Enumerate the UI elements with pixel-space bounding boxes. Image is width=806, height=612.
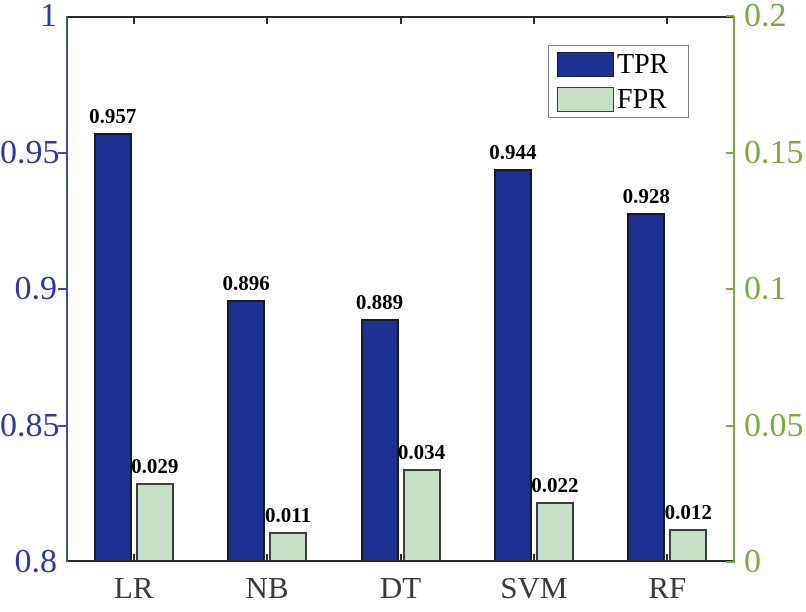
- tpr-legend-label: TPR: [617, 48, 669, 80]
- top-axis-tick-NB: [266, 16, 269, 24]
- tpr-value-label-RF: 0.928: [622, 183, 670, 208]
- x-tick-label-NB: NB: [245, 570, 289, 605]
- bottom-axis-tick-SVM: [532, 554, 535, 562]
- fpr-bar-SVM: [535, 501, 574, 562]
- left-ytick-label-0.95: 0.95: [0, 133, 60, 171]
- x-tick-label-SVM: SVM: [500, 570, 568, 605]
- left-axis-tick-0.9: [58, 288, 66, 290]
- x-tick-label-DT: DT: [379, 570, 422, 605]
- tpr-value-label-LR: 0.957: [89, 104, 137, 129]
- legend-entry-tpr: TPR: [549, 48, 688, 81]
- right-ytick-label-0.1: 0.1: [744, 270, 787, 307]
- tpr-bar-RF: [627, 212, 666, 562]
- top-axis-tick-RF: [666, 16, 669, 24]
- right-axis-tick-0: [726, 561, 734, 563]
- fpr-legend-label: FPR: [617, 83, 667, 115]
- right-ytick-label-0.05: 0.05: [744, 406, 804, 444]
- left-ytick-label-0.8: 0.8: [14, 543, 58, 580]
- fpr-value-label-LR: 0.029: [131, 453, 179, 478]
- right-axis-tick-0.05: [726, 424, 734, 427]
- tpr-bar-SVM: [493, 168, 532, 562]
- tpr-value-label-SVM: 0.944: [489, 139, 537, 164]
- fpr-value-label-NB: 0.011: [265, 502, 312, 527]
- fpr-value-label-SVM: 0.022: [531, 472, 579, 497]
- bottom-axis-tick-DT: [399, 554, 402, 562]
- left-axis-tick-0.85: [58, 424, 66, 427]
- top-axis-tick-DT: [399, 16, 402, 24]
- tpr-value-label-NB: 0.896: [222, 270, 270, 295]
- right-axis-tick-0.2: [726, 15, 734, 17]
- right-ytick-label-0.15: 0.15: [744, 133, 804, 171]
- fpr-bar-DT: [402, 469, 441, 562]
- bottom-axis-tick-LR: [132, 554, 135, 562]
- tpr-bar-NB: [227, 299, 266, 562]
- left-ytick-label-0.85: 0.85: [0, 406, 60, 444]
- fpr-value-label-RF: 0.012: [664, 500, 712, 525]
- x-tick-label-RF: RF: [648, 570, 687, 605]
- tpr-bar-DT: [360, 319, 399, 562]
- fpr-bar-NB: [269, 531, 308, 562]
- tpr-legend-swatch: [557, 52, 614, 77]
- tpr-value-label-DT: 0.889: [355, 290, 404, 315]
- top-axis-tick-SVM: [532, 16, 535, 24]
- left-ytick-label-0.9: 0.9: [14, 270, 58, 307]
- right-axis-tick-0.15: [726, 151, 734, 154]
- tpr-bar-LR: [93, 133, 132, 562]
- top-axis-tick-LR: [132, 16, 135, 24]
- right-ytick-label-0: 0: [744, 543, 761, 580]
- bottom-axis-tick-RF: [666, 554, 669, 562]
- x-tick-label-LR: LR: [113, 570, 154, 605]
- left-y-axis-line: [66, 16, 68, 562]
- left-ytick-label-1: 1: [40, 0, 57, 34]
- right-ytick-label-0.2: 0.2: [744, 0, 787, 34]
- fpr-legend-swatch: [557, 87, 614, 112]
- bottom-axis-tick-NB: [266, 554, 269, 562]
- left-axis-tick-0.95: [58, 151, 66, 154]
- fpr-value-label-DT: 0.034: [397, 440, 446, 465]
- fpr-bar-RF: [669, 529, 708, 562]
- legend: TPR FPR: [548, 45, 689, 118]
- right-y-axis-line: [733, 16, 735, 563]
- fpr-bar-LR: [135, 482, 174, 562]
- legend-entry-fpr: FPR: [549, 83, 688, 116]
- right-axis-tick-0.1: [726, 288, 734, 290]
